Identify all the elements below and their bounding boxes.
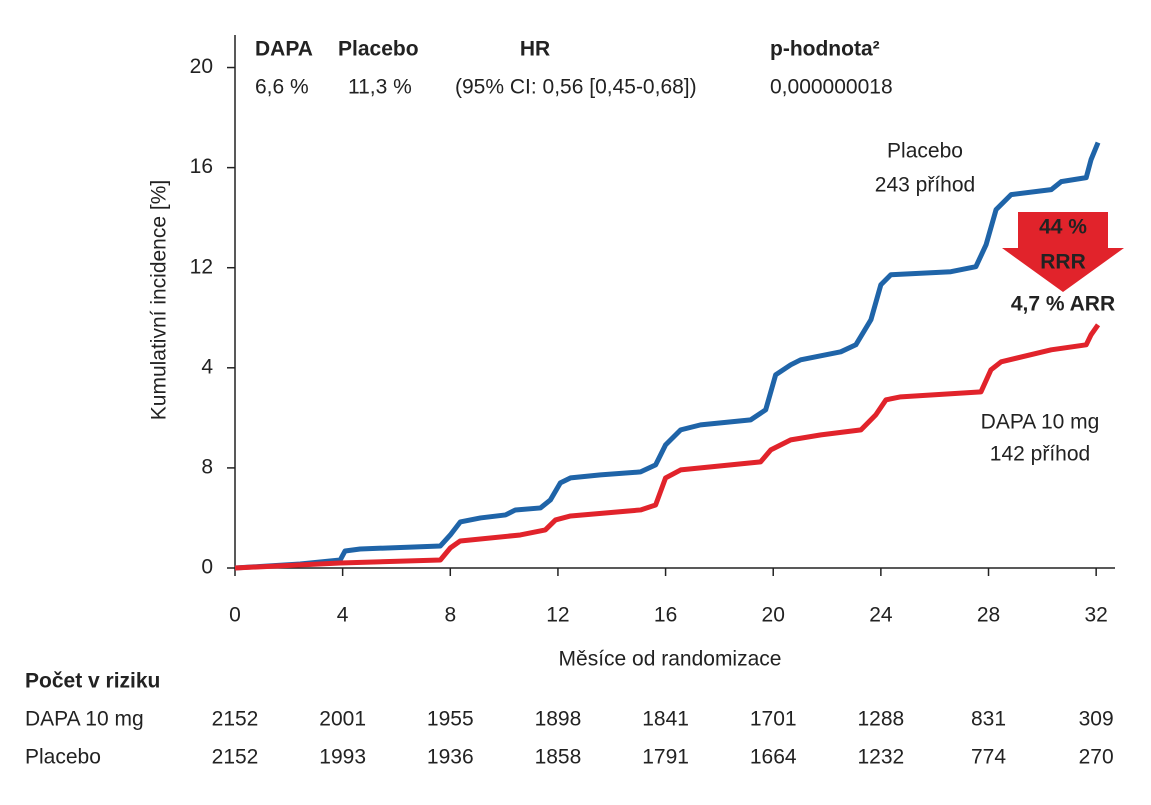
stats-header: HR	[520, 38, 550, 61]
x-tick-label: 4	[337, 604, 349, 627]
risk-value: 1955	[427, 708, 474, 731]
risk-value: 309	[1079, 708, 1114, 731]
x-axis-label: Měsíce od randomizace	[559, 648, 782, 671]
risk-value: 1701	[750, 708, 797, 731]
y-axis-label: Kumulativní incidence [%]	[148, 180, 171, 420]
risk-value: 1898	[535, 708, 582, 731]
y-tick-label: 16	[190, 155, 213, 178]
x-tick-label: 8	[444, 604, 456, 627]
risk-value: 1232	[858, 746, 905, 769]
y-tick-label: 0	[201, 556, 213, 579]
x-tick-label: 24	[869, 604, 893, 627]
rrr-arrow	[1002, 212, 1124, 292]
risk-row-label: DAPA 10 mg	[25, 708, 144, 731]
x-tick-label: 28	[977, 604, 1000, 627]
x-tick-label: 32	[1084, 604, 1107, 627]
risk-value: 831	[971, 708, 1006, 731]
y-tick-label: 8	[201, 455, 213, 478]
risk-value: 1841	[642, 708, 689, 731]
risk-row-label: Placebo	[25, 746, 101, 769]
risk-value: 1993	[319, 746, 366, 769]
annotation: RRR	[1040, 251, 1086, 274]
stats-value: 6,6 %	[255, 76, 309, 99]
stats-header: p-hodnota²	[770, 38, 880, 61]
stats-value: 0,000000018	[770, 76, 893, 99]
annotation: DAPA 10 mg	[981, 411, 1100, 434]
risk-table-title: Počet v riziku	[25, 670, 160, 693]
y-tick-label: 4	[201, 355, 213, 378]
line-series	[234, 141, 1101, 571]
risk-value: 2152	[212, 746, 259, 769]
annotation: Placebo	[887, 140, 963, 163]
risk-value: 2001	[319, 708, 366, 731]
annotation: 4,7 % ARR	[1011, 293, 1115, 316]
x-tick-label: 12	[546, 604, 569, 627]
x-tick-label: 20	[762, 604, 785, 627]
annotation: 243 příhod	[875, 174, 975, 197]
stats-value: (95% CI: 0,56 [0,45-0,68])	[455, 76, 697, 99]
stats-header: DAPA	[255, 38, 313, 61]
risk-value: 774	[971, 746, 1006, 769]
y-tick-label: 12	[190, 255, 213, 278]
y-tick-label: 20	[190, 55, 213, 78]
x-tick-label: 16	[654, 604, 677, 627]
risk-value: 1664	[750, 746, 797, 769]
annotation: 142 příhod	[990, 443, 1090, 466]
risk-value: 1288	[858, 708, 905, 731]
annotation: 44 %	[1039, 216, 1087, 239]
risk-value: 270	[1079, 746, 1114, 769]
x-tick-label: 0	[229, 604, 241, 627]
stats-header: Placebo	[338, 38, 419, 61]
stats-value: 11,3 %	[348, 76, 412, 99]
risk-value: 1791	[642, 746, 689, 769]
risk-value: 2152	[212, 708, 259, 731]
risk-value: 1936	[427, 746, 474, 769]
line-series	[234, 323, 1101, 571]
risk-value: 1858	[535, 746, 582, 769]
